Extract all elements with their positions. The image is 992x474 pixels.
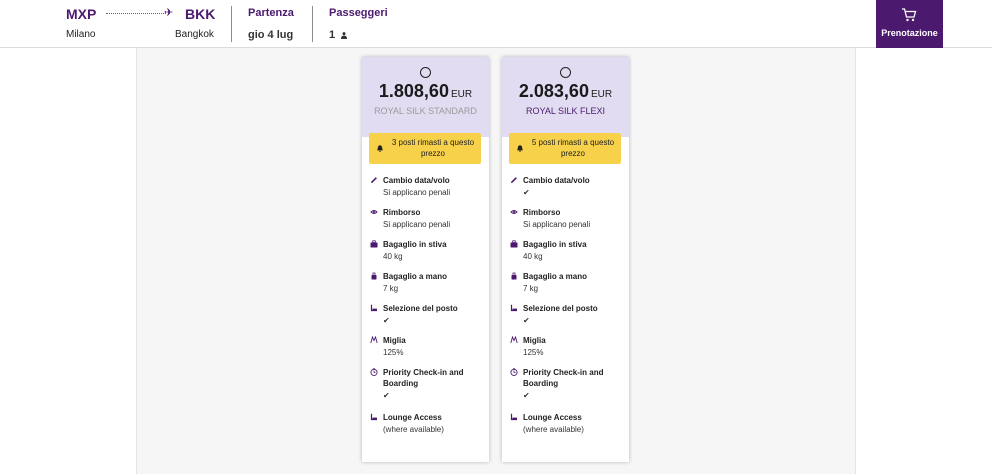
seat-icon [510,304,517,312]
route-line [106,13,166,14]
fare-feature-value: ✔ [383,391,390,400]
fare-feature-title: Bagaglio a mano [383,272,448,281]
fare-card-header[interactable]: 2.083,60 EUR ROYAL SILK FLEXI [502,57,629,137]
fare-feature-value: Si applicano penali [383,188,451,197]
fare-feature-title: Cambio data/volo [383,176,450,185]
destination-city: Bangkok [175,29,214,40]
departure-label: Partenza [248,7,294,19]
divider [231,6,232,42]
checked-bag-icon [370,240,378,248]
fare-feature-title: Bagaglio in stiva [523,240,587,249]
bell-icon [517,145,523,152]
fare-feature-value: ✔ [523,188,530,197]
fare-radio-button[interactable] [420,67,431,78]
fare-selection-area [136,48,856,474]
fare-feature-title: Cambio data/volo [523,176,590,185]
fare-name: ROYAL SILK STANDARD [374,106,477,116]
miles-icon [510,336,518,344]
seat-icon [370,304,377,312]
lounge-icon [510,413,517,421]
fare-feature-value: 40 kg [383,252,403,261]
fare-feature-value: (where available) [383,425,444,434]
carry-on-bag-icon [371,272,377,280]
lounge-icon [370,413,377,421]
priority-icon [370,368,378,376]
fare-price-line: 2.083,60 EUR [502,81,629,102]
fare-feature-title: Bagaglio in stiva [383,240,447,249]
booking-cart-label: Prenotazione [881,28,938,38]
person-icon [341,32,348,39]
fare-price-line: 1.808,60 EUR [362,81,489,102]
fare-currency: EUR [590,89,613,100]
fare-feature-title: Lounge Access [523,413,582,422]
passengers-label: Passeggeri [329,7,388,19]
fare-feature-value: ✔ [383,316,390,325]
seats-left-text: 5 posti rimasti a questo prezzo [531,138,615,158]
fare-currency: EUR [450,89,473,100]
refund-icon [510,210,518,214]
origin-code: MXP [66,6,97,22]
fare-feature-value: 125% [383,348,404,357]
refund-icon [370,210,378,214]
departure-value: gio 4 lug [248,29,294,41]
checked-bag-icon [510,240,518,248]
fare-card[interactable]: 2.083,60 EUR ROYAL SILK FLEXI 5 posti rim… [502,57,629,462]
destination-code: BKK [185,6,216,22]
fare-feature-value: 40 kg [523,252,543,261]
pencil-icon [371,177,377,183]
fare-radio-button[interactable] [560,67,571,78]
fare-feature-value: 7 kg [523,284,539,293]
fare-feature-value: Si applicano penali [523,220,591,229]
bell-icon [377,145,383,152]
fare-feature-value: ✔ [523,316,530,325]
booking-cart-button[interactable]: Prenotazione [876,0,943,48]
fare-feature-title: Selezione del posto [383,304,458,313]
pencil-icon [511,177,517,183]
cart-icon [902,8,917,22]
fare-feature-title: Priority Check-in and Boarding [383,368,464,388]
fare-feature-title: Miglia [523,336,546,345]
passengers-value: 1 [329,29,348,41]
fare-feature-title: Rimborso [383,208,421,217]
divider [312,6,313,42]
fare-feature-title: Lounge Access [383,413,442,422]
fare-feature-value: (where available) [523,425,584,434]
seats-left-badge: 3 posti rimasti a questo prezzo [369,133,481,164]
fare-feature-value: 125% [523,348,544,357]
fare-price: 1.808,60 [378,81,449,101]
fare-feature-value: ✔ [523,391,530,400]
origin-city: Milano [66,29,96,40]
booking-header: MXP Milano ✈ BKK Bangkok Partenza gio 4 … [0,0,992,48]
fare-feature-title: Priority Check-in and Boarding [523,368,604,388]
passengers-count: 1 [329,29,336,41]
miles-icon [370,336,378,344]
fare-feature-title: Rimborso [523,208,561,217]
fare-feature-title: Bagaglio a mano [523,272,588,281]
seats-left-badge: 5 posti rimasti a questo prezzo [509,133,621,164]
plane-icon: ✈ [164,7,174,19]
fare-feature-title: Miglia [383,336,406,345]
carry-on-bag-icon [511,272,517,280]
seats-left-text: 3 posti rimasti a questo prezzo [391,138,475,158]
fare-price: 2.083,60 [518,81,589,101]
fare-feature-value: 7 kg [383,284,399,293]
fare-card[interactable]: 1.808,60 EUR ROYAL SILK STANDARD 3 posti … [362,57,489,462]
priority-icon [510,368,518,376]
fare-feature-value: Si applicano penali [383,220,451,229]
fare-feature-title: Selezione del posto [523,304,598,313]
fare-card-header[interactable]: 1.808,60 EUR ROYAL SILK STANDARD [362,57,489,137]
fare-name: ROYAL SILK FLEXI [525,106,606,116]
